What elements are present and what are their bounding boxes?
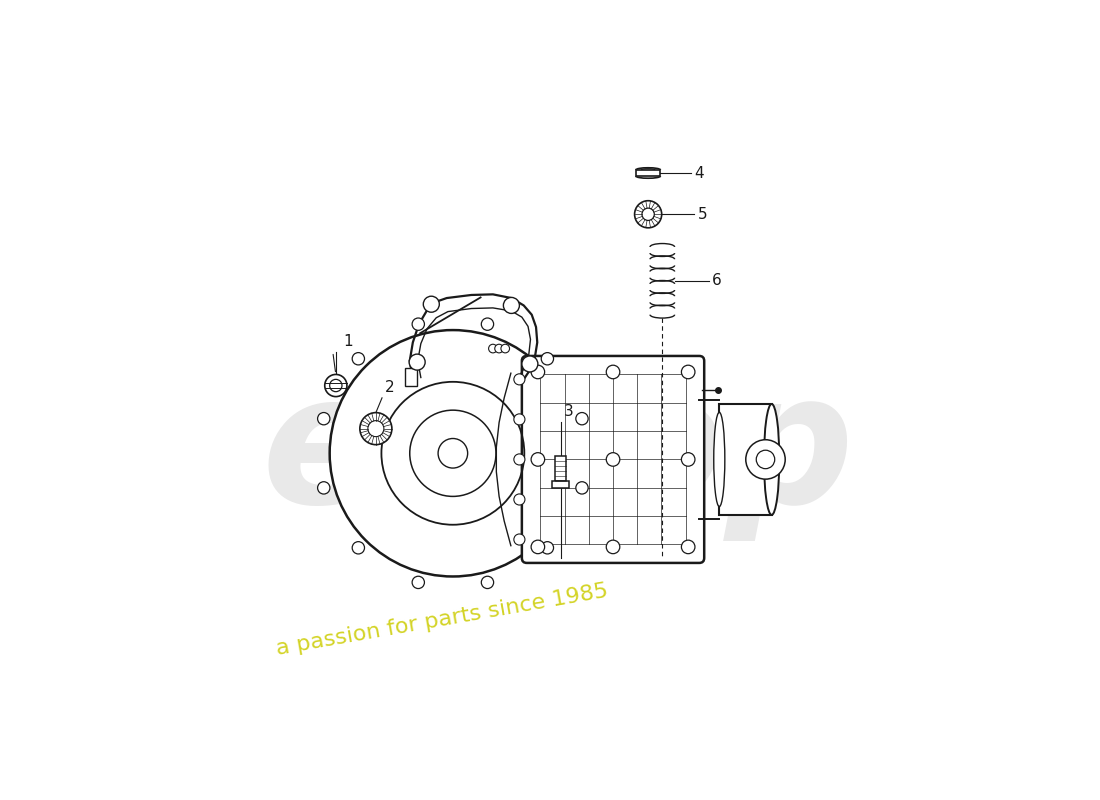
Text: 2: 2 [385,380,395,394]
Circle shape [504,298,519,314]
Circle shape [531,453,544,466]
Circle shape [514,374,525,385]
Circle shape [409,354,425,370]
Bar [552,481,570,488]
Circle shape [424,296,439,312]
Circle shape [746,440,785,479]
Text: a passion for parts since 1985: a passion for parts since 1985 [274,581,609,658]
Circle shape [681,365,695,378]
Text: europ: europ [262,366,855,542]
Circle shape [324,374,346,397]
Text: 3: 3 [563,405,573,419]
Circle shape [635,201,662,228]
Circle shape [352,353,364,365]
Circle shape [541,353,553,365]
Circle shape [412,318,425,330]
Circle shape [488,344,497,353]
Circle shape [352,542,364,554]
Bar [406,368,417,386]
Circle shape [360,413,392,445]
Circle shape [495,344,504,353]
Bar [719,404,772,515]
Circle shape [318,482,330,494]
Ellipse shape [763,404,779,515]
Circle shape [681,540,695,554]
Bar [556,456,566,481]
Circle shape [318,413,330,425]
Circle shape [514,494,525,505]
Circle shape [606,540,619,554]
Circle shape [482,318,494,330]
Circle shape [521,356,538,372]
Text: 1: 1 [343,334,353,349]
Circle shape [575,413,589,425]
Text: 6: 6 [712,274,722,288]
Circle shape [531,540,544,554]
Circle shape [330,330,576,577]
Circle shape [575,482,589,494]
Circle shape [514,534,525,545]
FancyBboxPatch shape [521,356,704,563]
Bar [636,170,660,176]
Ellipse shape [714,412,725,506]
Circle shape [412,576,425,589]
Circle shape [606,453,619,466]
Circle shape [541,542,553,554]
Circle shape [500,344,509,353]
Circle shape [681,453,695,466]
Circle shape [482,576,494,589]
Circle shape [514,454,525,465]
Text: 5: 5 [697,206,707,222]
Circle shape [606,365,619,378]
Text: 4: 4 [694,166,704,181]
Circle shape [531,365,544,378]
Circle shape [514,414,525,425]
